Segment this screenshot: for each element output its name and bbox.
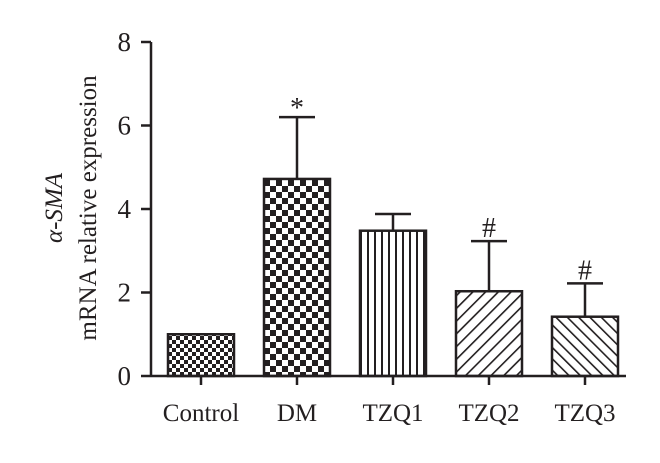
x-tick-label: TZQ2 bbox=[458, 400, 519, 427]
x-tick-label: DM bbox=[277, 400, 317, 427]
y-tick-label: 0 bbox=[118, 361, 132, 391]
bars bbox=[166, 177, 620, 378]
bar-tzq3 bbox=[550, 315, 620, 378]
x-tick-label: TZQ1 bbox=[362, 400, 423, 427]
significance-annotations: * # # bbox=[290, 93, 592, 286]
error-bars bbox=[279, 115, 603, 317]
y-tick-label: 4 bbox=[118, 194, 132, 224]
bar-dm bbox=[262, 177, 332, 378]
bar-control bbox=[166, 333, 236, 378]
bar-tzq2 bbox=[454, 289, 524, 378]
y-axis-title: α-SMA mRNA relative expression bbox=[41, 75, 102, 341]
y-axis-title-line-2: mRNA relative expression bbox=[75, 75, 102, 341]
x-tick-label: Control bbox=[163, 400, 239, 427]
x-tick-label: TZQ3 bbox=[554, 400, 615, 427]
x-tick-labels: Control DM TZQ1 TZQ2 TZQ3 bbox=[163, 400, 616, 427]
significance-hash: # bbox=[578, 255, 592, 286]
x-axis: Control DM TZQ1 TZQ2 TZQ3 bbox=[151, 374, 626, 427]
y-tick-label: 6 bbox=[118, 111, 132, 141]
y-ticks: 0 2 4 6 8 bbox=[118, 27, 151, 391]
y-axis-title-line-1: α-SMA bbox=[41, 172, 68, 243]
x-ticks bbox=[199, 376, 587, 385]
bar-tzq1 bbox=[358, 229, 428, 378]
y-tick-label: 2 bbox=[118, 278, 132, 308]
y-axis: 0 2 4 6 8 bbox=[118, 27, 153, 391]
y-tick-label: 8 bbox=[118, 27, 132, 57]
significance-hash: # bbox=[482, 213, 496, 244]
significance-asterisk: * bbox=[290, 93, 304, 124]
